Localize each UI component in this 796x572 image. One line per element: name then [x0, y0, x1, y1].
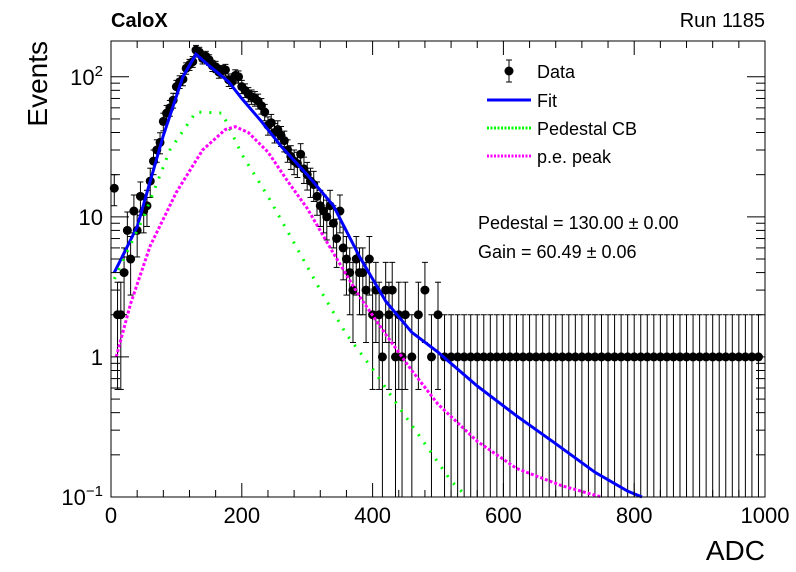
data-point [636, 314, 646, 497]
data-point [384, 281, 394, 390]
p-e-peak-curve [114, 125, 602, 499]
data-point [727, 314, 737, 497]
x-tick-label: 800 [616, 503, 653, 528]
data-point [603, 314, 613, 497]
data-point [616, 314, 626, 497]
fit-curve [112, 51, 643, 499]
legend-label: Data [537, 62, 576, 82]
data-point [590, 314, 600, 497]
pedestal-annotation: Pedestal = 130.00 ± 0.00 [478, 213, 679, 233]
data-point [472, 314, 482, 497]
data-point [544, 314, 554, 497]
data-point [234, 70, 244, 84]
data-point [623, 314, 633, 497]
data-point [695, 314, 705, 497]
header-right-label: Run 1185 [680, 10, 765, 32]
pedestal-cb-curve [112, 110, 469, 499]
data-point [377, 314, 387, 497]
legend-entry-data: Data [504, 59, 576, 83]
data-point [505, 314, 515, 497]
data-point [721, 314, 731, 497]
data-point [701, 314, 711, 497]
gain-annotation: Gain = 60.49 ± 0.06 [478, 242, 637, 262]
data-point [662, 314, 672, 497]
data-point [459, 314, 469, 497]
data-point [577, 314, 587, 497]
data-point [708, 314, 718, 497]
y-tick-label: 10 [79, 205, 103, 230]
data-point [374, 281, 384, 390]
legend-label: Fit [537, 91, 557, 111]
legend-entry-fit: Fit [487, 91, 557, 111]
axes-group: 0 200 400 600 800 1000 10−1 1 10 102 [61, 41, 789, 528]
data-point [649, 314, 659, 497]
legend-label: Pedestal CB [537, 119, 637, 139]
data-point [714, 314, 724, 497]
x-tick-label: 1000 [741, 503, 790, 528]
data-point [109, 174, 119, 207]
y-tick-label: 1 [91, 345, 103, 370]
data-point [531, 314, 541, 497]
data-point [655, 314, 665, 497]
legend-label: p.e. peak [537, 147, 612, 167]
data-point [433, 281, 443, 390]
data-point [466, 314, 476, 497]
data-point [348, 261, 358, 343]
data-point [518, 314, 528, 497]
legend-entry-pedestal-cb: Pedestal CB [487, 119, 637, 139]
data-point [564, 314, 574, 497]
fit-curves-group [112, 51, 643, 499]
x-tick-label: 600 [485, 503, 522, 528]
plot-frame [110, 40, 766, 498]
x-tick-label: 0 [105, 503, 117, 528]
data-point [371, 261, 381, 343]
data-point [119, 247, 129, 316]
data-point [740, 314, 750, 497]
data-point [682, 314, 692, 497]
data-point [570, 314, 580, 497]
data-point [338, 226, 348, 281]
legend-entry-p-e-peak: p.e. peak [487, 147, 612, 167]
y-tick-label: 102 [70, 63, 103, 90]
data-point [420, 261, 430, 343]
x-axis-title: ADC [706, 535, 765, 566]
data-point [407, 314, 417, 497]
y-tick-label: 10−1 [61, 483, 103, 510]
data-point [400, 281, 410, 390]
data-point [492, 314, 502, 497]
data-point [642, 314, 652, 497]
x-tick-label: 200 [223, 503, 260, 528]
header-left-label: CaloX [111, 10, 168, 32]
y-axis-title: Events [22, 41, 53, 127]
data-point [361, 261, 371, 343]
data-point [629, 314, 639, 497]
data-point [668, 314, 678, 497]
legend: Data Fit Pedestal CB p.e. peak [487, 59, 637, 167]
data-point [387, 261, 397, 343]
data-point [426, 314, 436, 497]
data-point [734, 314, 744, 497]
data-point [364, 236, 374, 296]
data-point [551, 314, 561, 497]
data-point [260, 103, 270, 122]
data-point [511, 314, 521, 497]
data-point [479, 314, 489, 497]
x-tick-label: 400 [354, 503, 391, 528]
data-point [266, 113, 276, 133]
